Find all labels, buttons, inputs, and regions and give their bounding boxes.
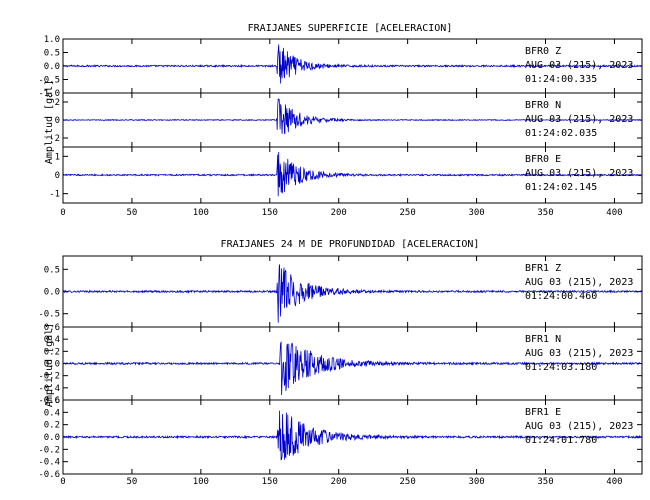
x-tick-label: 100 bbox=[193, 208, 209, 218]
date-label: AUG 03 (215), 2023 bbox=[525, 114, 633, 125]
y-tick-label: -1 bbox=[49, 190, 60, 200]
panel-bfr0-e: -1 0 1 BFR0 E AUG 03 (215), 2023 01:24:02.145 bbox=[49, 146, 643, 204]
time-label: 01:24:00.335 bbox=[525, 74, 597, 85]
y-tick-label: 0.0 bbox=[44, 360, 60, 370]
x-tick-label: 200 bbox=[331, 477, 347, 487]
y-tick-label: -0.5 bbox=[38, 310, 60, 320]
time-label: 01:24:01.780 bbox=[525, 435, 597, 446]
waveform-trace bbox=[62, 264, 642, 323]
y-axis-label-top: Amplitud [gal] bbox=[44, 80, 55, 164]
x-tick-label: 350 bbox=[537, 208, 553, 218]
date-label: AUG 03 (215), 2023 bbox=[525, 60, 633, 71]
panel-bfr1-n: -0.6 -0.4 -0.2 0.0 0.2 0.4 0.6 BFR1 N AUG 03 (21… bbox=[38, 323, 643, 406]
y-tick-label: 0.2 bbox=[44, 421, 60, 431]
y-tick-label: -0.2 bbox=[38, 372, 60, 382]
y-tick-label: -0.6 bbox=[38, 470, 60, 480]
x-tick-label: 250 bbox=[400, 477, 416, 487]
date-label: AUG 03 (215), 2023 bbox=[525, 421, 633, 432]
x-tick-label: 0 bbox=[60, 477, 65, 487]
waveform-trace bbox=[62, 410, 642, 461]
panel-bfr1-e: -0.6 -0.4 -0.2 0.0 0.2 0.4 0.6 BFR1 E AUG 03 (21… bbox=[38, 396, 643, 480]
station-label: BFR1 Z bbox=[525, 263, 561, 274]
x-tick-label: 300 bbox=[468, 208, 484, 218]
station-label: BFR0 N bbox=[525, 100, 561, 111]
y-tick-label: -0.5 bbox=[38, 76, 60, 86]
station-label: BFR0 E bbox=[525, 154, 561, 165]
y-tick-label: -0.4 bbox=[38, 384, 60, 394]
y-tick-label: 0.2 bbox=[44, 347, 60, 357]
y-tick-label: -0.4 bbox=[38, 458, 60, 468]
x-tick-label: 400 bbox=[606, 477, 622, 487]
chart-title-bottom: FRAIJANES 24 M DE PROFUNDIDAD [ACELERACI… bbox=[221, 239, 480, 250]
waveform-trace bbox=[62, 98, 642, 135]
time-label: 01:24:03.180 bbox=[525, 362, 597, 373]
y-tick-label: 0 bbox=[55, 116, 60, 126]
y-tick-label: 0.5 bbox=[44, 49, 60, 59]
panel-bfr1-z: -0.5 0.0 0.5 BFR1 Z AUG 03 (215), 2023 01:24:… bbox=[38, 255, 643, 328]
x-tick-label: 50 bbox=[127, 477, 138, 487]
y-tick-label: 1.0 bbox=[44, 35, 60, 45]
x-tick-label: 400 bbox=[606, 208, 622, 218]
x-tick-label: 100 bbox=[193, 477, 209, 487]
time-label: 01:24:02.035 bbox=[525, 128, 597, 139]
x-tick-label: 300 bbox=[468, 477, 484, 487]
y-tick-label: 2 bbox=[55, 98, 60, 108]
panel-bfr0-z: -1.0 -0.5 0.0 0.5 1.0 BFR0 Z AUG 03 (215), 202… bbox=[38, 35, 643, 99]
x-tick-label: 350 bbox=[537, 477, 553, 487]
date-label: AUG 03 (215), 2023 bbox=[525, 277, 633, 288]
x-tick-label: 0 bbox=[60, 208, 65, 218]
panel-bfr0-n: -2 0 2 BFR0 N AUG 03 (215), 2023 01:24:02.035 bbox=[49, 92, 643, 148]
x-tick-label: 250 bbox=[400, 208, 416, 218]
y-tick-label: 0.0 bbox=[44, 433, 60, 443]
x-tick-label: 150 bbox=[262, 477, 278, 487]
y-tick-label: -0.6 bbox=[38, 396, 60, 406]
time-label: 01:24:00.460 bbox=[525, 291, 597, 302]
y-tick-label: 0.5 bbox=[44, 265, 60, 275]
y-tick-label: 0.0 bbox=[44, 288, 60, 298]
y-tick-label: 0.6 bbox=[44, 323, 60, 333]
y-tick-label: 0.4 bbox=[44, 335, 60, 345]
station-label: BFR0 Z bbox=[525, 46, 561, 57]
y-tick-label: 1 bbox=[55, 152, 60, 162]
plots-group: -1.0 -0.5 0.0 0.5 1.0 BFR0 Z AUG 03 (215), 202… bbox=[38, 35, 643, 487]
x-tick-label: 150 bbox=[262, 208, 278, 218]
station-label: BFR1 N bbox=[525, 334, 561, 345]
y-tick-label: 0.0 bbox=[44, 62, 60, 72]
waveform-trace bbox=[62, 340, 642, 396]
y-tick-label: 0.4 bbox=[44, 408, 60, 418]
date-label: AUG 03 (215), 2023 bbox=[525, 348, 633, 359]
waveform-trace bbox=[62, 151, 642, 197]
y-axis-label-bottom: Amplitud [gal] bbox=[44, 323, 55, 407]
y-tick-label: 0.6 bbox=[44, 396, 60, 406]
date-label: AUG 03 (215), 2023 bbox=[525, 168, 633, 179]
chart-title-top: FRAIJANES SUPERFICIE [ACELERACION] bbox=[248, 23, 453, 34]
time-label: 01:24:02.145 bbox=[525, 182, 597, 193]
y-tick-label: -1.0 bbox=[38, 89, 60, 99]
y-tick-label: -2 bbox=[49, 134, 60, 144]
x-tick-label: 200 bbox=[331, 208, 347, 218]
station-label: BFR1 E bbox=[525, 407, 561, 418]
y-tick-label: -0.2 bbox=[38, 445, 60, 455]
x-tick-label: 50 bbox=[127, 208, 138, 218]
waveform-trace bbox=[62, 44, 642, 84]
y-tick-label: 0 bbox=[55, 171, 60, 181]
